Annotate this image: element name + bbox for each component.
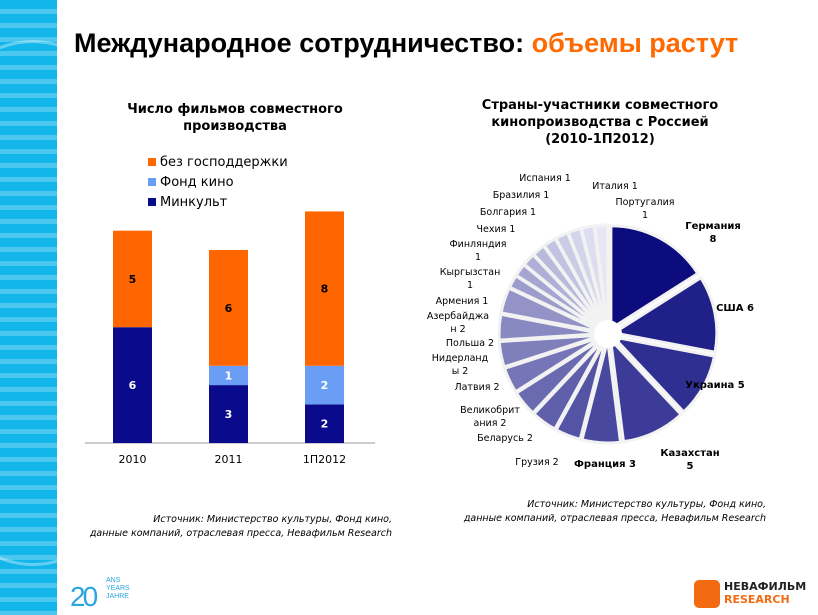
bar-data-label: 6 <box>225 302 233 315</box>
pie-slice-label: Беларусь 2 <box>477 433 533 444</box>
pie-slice-label: США 6 <box>716 303 754 314</box>
pie-slice-label: Нидерланд ы 2 <box>431 353 489 377</box>
pie-slice <box>514 336 605 416</box>
bar-segment <box>209 385 248 443</box>
pie-slice-label: Испания 1 <box>519 173 571 184</box>
pie-slice-label: Италия 1 <box>592 181 638 192</box>
pie-slice-label: Кыргызстан 1 <box>439 267 501 291</box>
bar-source-note: Источник: Министерство культуры, Фонд ки… <box>89 514 392 539</box>
pie-slice <box>609 275 719 354</box>
pie-slice-label: Чехия 1 <box>476 224 516 235</box>
pie-slice <box>609 334 717 415</box>
pie-slice-label: Франция 3 <box>573 459 637 470</box>
pie-slice-label: Великобрит ания 2 <box>460 405 520 429</box>
bar-data-label: 2 <box>321 418 329 431</box>
bar-segment <box>305 365 344 405</box>
bar-legend: без господдержки Фонд кино Минкульт <box>148 152 288 212</box>
pie-slice-label: Польша 2 <box>445 338 495 349</box>
bar-segment <box>113 327 152 443</box>
legend-item-bez: без господдержки <box>148 152 288 172</box>
bar-data-label: 2 <box>321 379 329 392</box>
x-tick-label: 2010 <box>119 453 147 466</box>
pie-source-note: Источник: Министерство культуры, Фонд ки… <box>463 499 766 524</box>
page-title: Международное сотрудничество: объемы рас… <box>74 28 739 58</box>
x-tick-label: 2011 <box>215 453 243 466</box>
x-tick-label: 1П2012 <box>303 453 346 466</box>
pie-slice-label: Латвия 2 <box>454 382 500 393</box>
bar-chart-title: Число фильмов совместного производства <box>127 102 343 134</box>
pie-chart-title: Страны-участники совместного кинопроизво… <box>481 98 719 147</box>
pie-slice-label: Германия 8 <box>685 221 741 245</box>
pie-slice-label: Армения 1 <box>435 296 489 307</box>
bar-segment <box>209 250 248 366</box>
pie-slice-label: Болгария 1 <box>479 207 537 218</box>
pie-center <box>594 320 622 348</box>
pie-slice <box>609 224 700 332</box>
nevafilm-logo-icon <box>694 580 720 608</box>
bar-segment <box>305 404 344 443</box>
legend-item-minkult: Минкульт <box>148 192 288 212</box>
bar-segment <box>305 211 344 366</box>
pie-slice-label: Финляндия 1 <box>449 239 507 263</box>
pie-slice <box>593 223 610 329</box>
pie-slice <box>531 337 606 432</box>
pie-slice-label: Португалия 1 <box>615 197 675 221</box>
pie-slice <box>580 339 623 445</box>
bar-data-label: 5 <box>129 273 137 286</box>
pie-slice <box>502 335 604 394</box>
pie-slice-label: Казахстан 5 <box>660 448 720 472</box>
bar-data-label: 8 <box>321 283 329 296</box>
bar-data-label: 3 <box>225 408 233 421</box>
bar-data-label: 6 <box>129 379 137 392</box>
pie-slice <box>608 335 684 444</box>
pie-slice-label: Грузия 2 <box>515 457 559 468</box>
pie-slice-label: Бразилия 1 <box>492 190 550 201</box>
bar-segment <box>113 230 152 328</box>
pie-slice <box>497 333 603 369</box>
bar-data-label: 1 <box>225 369 233 382</box>
pie-slice-label: Азербайджа н 2 <box>426 311 490 335</box>
pie-slice <box>554 338 608 442</box>
pie-slice <box>497 312 603 342</box>
legend-item-fond-kino: Фонд кино <box>148 172 288 192</box>
pie-slice-label: Украина 5 <box>685 380 745 391</box>
bar-segment <box>209 365 248 386</box>
